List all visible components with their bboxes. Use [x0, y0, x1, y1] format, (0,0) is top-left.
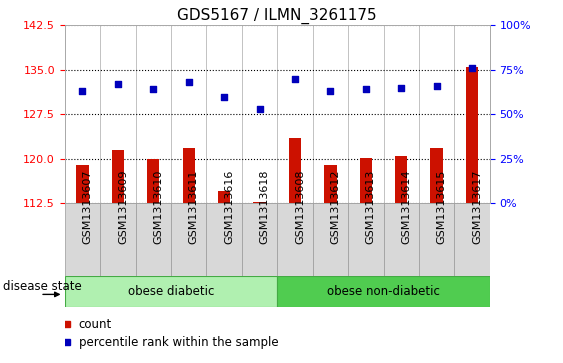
Point — [78, 88, 87, 94]
Point — [468, 65, 477, 71]
Text: percentile rank within the sample: percentile rank within the sample — [79, 336, 278, 349]
Text: GSM1313614: GSM1313614 — [401, 170, 411, 244]
Text: GSM1313612: GSM1313612 — [330, 170, 341, 244]
Text: GSM1313610: GSM1313610 — [153, 170, 163, 244]
Point — [397, 85, 406, 90]
Bar — [147, 159, 159, 203]
Text: GSM1313617: GSM1313617 — [472, 170, 482, 244]
Text: obese non-diabetic: obese non-diabetic — [327, 285, 440, 298]
FancyBboxPatch shape — [136, 203, 171, 276]
FancyBboxPatch shape — [383, 203, 419, 276]
Text: count: count — [79, 318, 112, 331]
Text: GSM1313618: GSM1313618 — [260, 170, 270, 244]
Bar — [182, 148, 195, 203]
FancyBboxPatch shape — [419, 203, 454, 276]
FancyBboxPatch shape — [454, 203, 490, 276]
Bar — [431, 148, 443, 203]
FancyBboxPatch shape — [312, 203, 348, 276]
Text: GSM1313615: GSM1313615 — [437, 170, 446, 244]
Point — [361, 86, 370, 92]
Point — [113, 81, 122, 87]
Bar — [218, 191, 230, 203]
Bar — [253, 201, 266, 203]
Bar — [76, 165, 88, 203]
Text: obese diabetic: obese diabetic — [128, 285, 214, 298]
Text: GSM1313608: GSM1313608 — [295, 170, 305, 244]
Bar — [289, 138, 301, 203]
FancyBboxPatch shape — [65, 203, 100, 276]
FancyBboxPatch shape — [65, 276, 278, 307]
Bar — [324, 165, 337, 203]
FancyBboxPatch shape — [207, 203, 242, 276]
Text: GSM1313607: GSM1313607 — [82, 170, 92, 244]
Bar — [466, 67, 479, 203]
Bar — [360, 158, 372, 203]
Point — [432, 83, 441, 89]
FancyBboxPatch shape — [278, 203, 312, 276]
Text: GSM1313611: GSM1313611 — [189, 170, 199, 244]
FancyBboxPatch shape — [171, 203, 207, 276]
Text: disease state: disease state — [3, 280, 82, 293]
Bar — [395, 156, 408, 203]
Point — [291, 76, 300, 82]
Text: GSM1313616: GSM1313616 — [224, 170, 234, 244]
FancyBboxPatch shape — [278, 276, 490, 307]
Title: GDS5167 / ILMN_3261175: GDS5167 / ILMN_3261175 — [177, 8, 377, 24]
Point — [184, 79, 193, 85]
Bar — [111, 150, 124, 203]
Text: GSM1313609: GSM1313609 — [118, 170, 128, 244]
FancyBboxPatch shape — [242, 203, 278, 276]
Text: GSM1313613: GSM1313613 — [366, 170, 376, 244]
FancyBboxPatch shape — [100, 203, 136, 276]
FancyBboxPatch shape — [348, 203, 383, 276]
Point — [220, 94, 229, 99]
Point — [255, 106, 264, 112]
Point — [326, 88, 335, 94]
Point — [149, 86, 158, 92]
